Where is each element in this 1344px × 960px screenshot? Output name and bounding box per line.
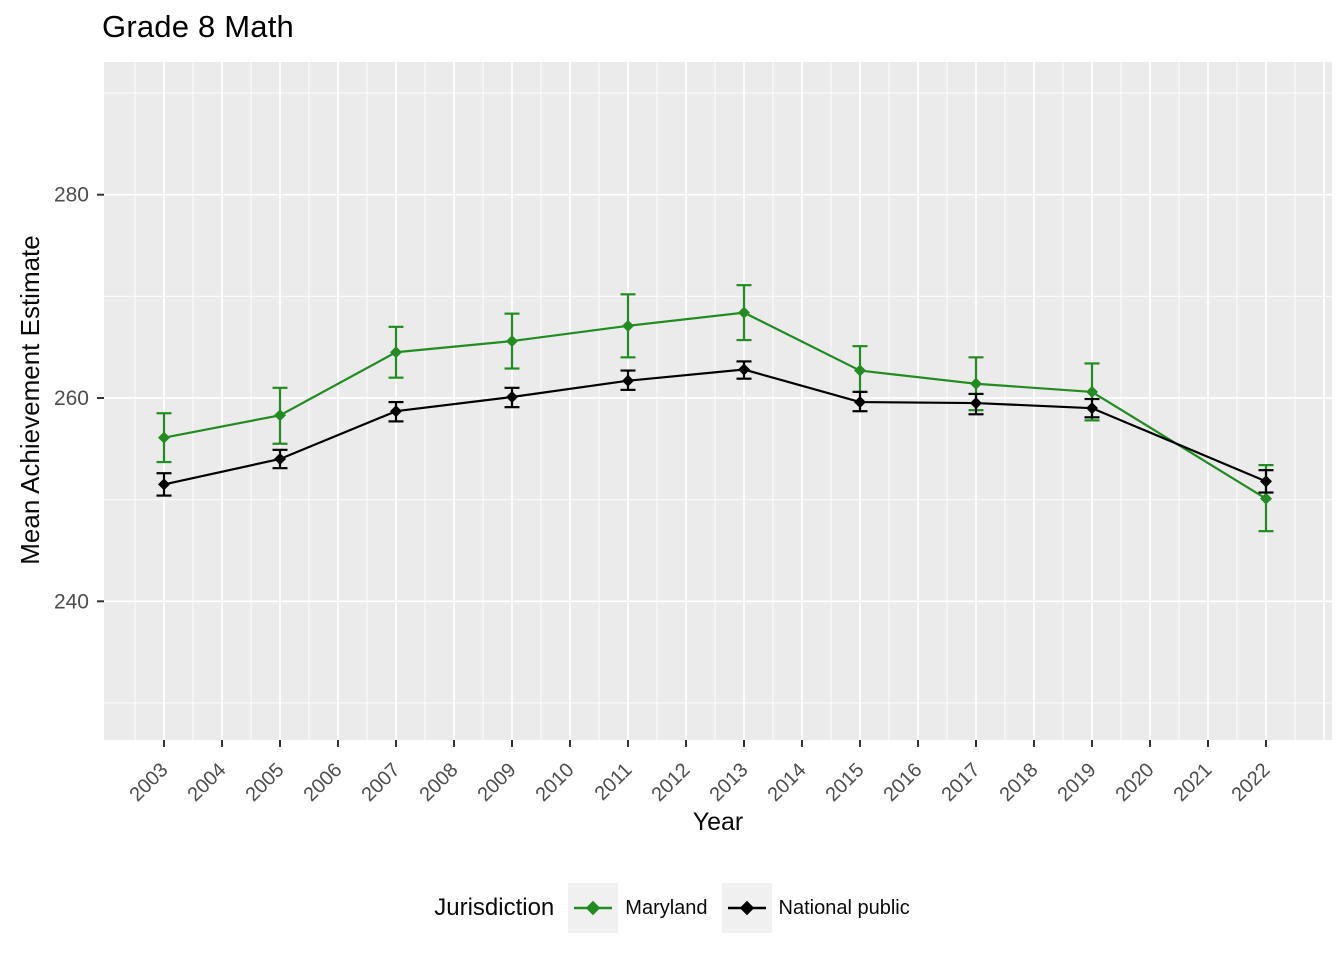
data-point	[506, 390, 518, 403]
x-tick-label: 2014	[764, 759, 811, 806]
data-point	[1086, 402, 1098, 415]
data-point	[274, 409, 286, 422]
series-line	[163, 311, 1267, 500]
x-tick-label: 2013	[706, 759, 753, 806]
x-tick-label: 2008	[416, 759, 463, 806]
data-point	[738, 363, 750, 376]
chart-title: Grade 8 Math	[102, 9, 294, 44]
x-tick-label: 2012	[648, 759, 695, 806]
legend: Jurisdiction Maryland National public	[0, 881, 1344, 935]
data-point	[1260, 475, 1272, 488]
data-point	[854, 396, 866, 409]
maryland-key-icon	[568, 883, 619, 933]
x-tick-label: 2022	[1228, 759, 1275, 806]
x-tick-label: 2020	[1112, 759, 1159, 806]
x-tick-label: 2018	[996, 759, 1043, 806]
data-point	[1260, 492, 1272, 505]
data-point	[738, 306, 750, 319]
data-point	[854, 364, 866, 377]
y-tick-label: 240	[54, 590, 89, 613]
grid-minor	[104, 62, 1332, 740]
x-tick-label: 2015	[822, 759, 869, 806]
legend-label-maryland: Maryland	[625, 896, 708, 919]
series-national-public	[156, 360, 1274, 497]
x-tick-label: 2005	[242, 759, 289, 806]
national-public-key-icon	[721, 883, 772, 933]
y-tick-label: 260	[54, 387, 89, 410]
x-tick-label: 2011	[591, 759, 637, 805]
x-axis: 2003 2004 2005 2006 2007 2008 2009 2010 2011 2012…	[126, 740, 1275, 806]
series-line	[163, 368, 1267, 486]
x-tick-label: 2016	[880, 759, 927, 806]
y-axis: 240 260 280	[54, 184, 104, 613]
x-tick-label: 2021	[1170, 759, 1217, 806]
data-point	[970, 377, 982, 390]
x-tick-label: 2019	[1054, 759, 1101, 806]
x-tick-label: 2009	[474, 759, 521, 806]
data-point	[622, 374, 634, 387]
x-axis-title: Year	[692, 808, 744, 836]
y-axis-title: Mean Achievement Estimate	[15, 235, 45, 565]
data-point	[622, 319, 634, 332]
legend-item-national-public: National public	[721, 883, 910, 933]
y-tick-label: 280	[54, 184, 89, 207]
x-tick-label: 2006	[300, 759, 347, 806]
chart-canvas: 2003 2004 2005 2006 2007 2008 2009 2010 2011 2012…	[54, 62, 1332, 806]
legend-item-maryland: Maryland	[568, 883, 708, 933]
data-point	[274, 452, 286, 465]
data-point	[390, 405, 402, 418]
panel-background	[104, 62, 1332, 740]
data-point	[970, 397, 982, 410]
x-tick-label: 2003	[126, 759, 173, 806]
data-point	[158, 478, 170, 491]
x-tick-label: 2017	[938, 759, 985, 806]
x-tick-label: 2007	[358, 759, 405, 806]
series-maryland	[156, 284, 1274, 533]
legend-label-national-public: National public	[778, 896, 910, 919]
data-point	[390, 346, 402, 359]
x-tick-label: 2004	[184, 759, 231, 806]
x-tick-label: 2010	[532, 759, 579, 806]
data-point	[1086, 385, 1098, 398]
data-point	[506, 335, 518, 348]
data-point	[158, 431, 170, 444]
legend-title: Jurisdiction	[434, 894, 555, 921]
